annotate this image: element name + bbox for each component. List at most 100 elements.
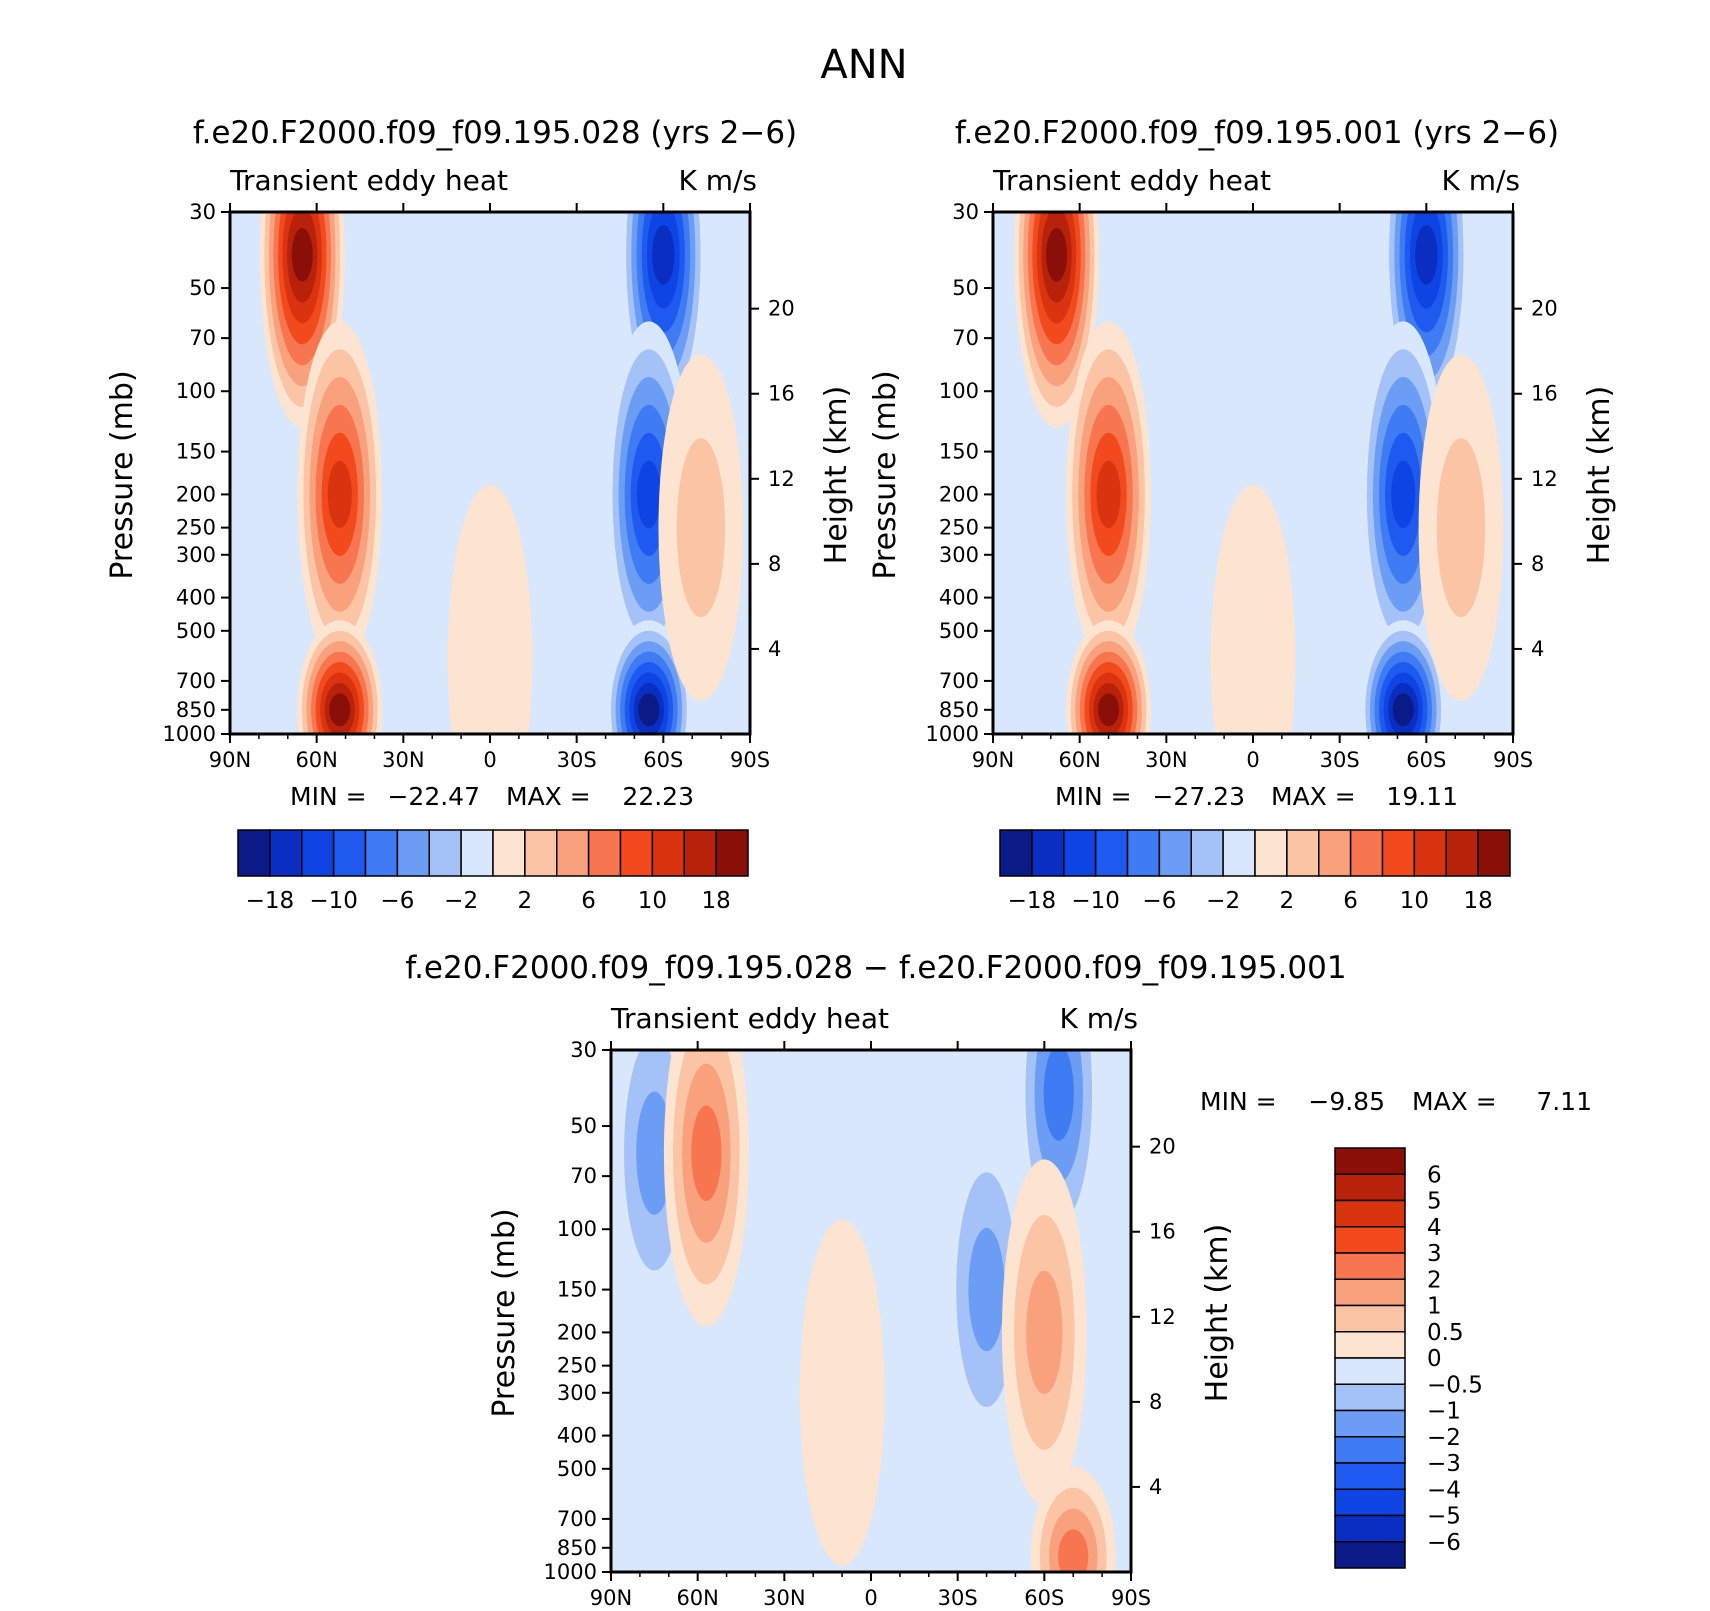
colorbar-box	[1334, 1331, 1406, 1359]
colorbar-tick-label: 6	[581, 888, 596, 914]
colorbar-box	[1334, 1173, 1406, 1202]
colorbar-box	[1063, 829, 1097, 877]
x-tick-label: 30N	[763, 1586, 805, 1610]
panel-2-right-label: K m/s	[1441, 164, 1520, 197]
panel-1-plot: 90N 60N 30N 0 30S 60S 90S 30 50 70 100 150 200 250 300…	[163, 200, 795, 772]
contour-band-7-0	[447, 484, 533, 734]
colorbar-box	[301, 829, 335, 877]
panel-3-title: f.e20.F2000.f09_f09.195.028 − f.e20.F200…	[405, 950, 1346, 986]
colorbar-box	[428, 829, 462, 877]
colorbar-box	[587, 829, 622, 877]
colorbar-box	[999, 829, 1033, 877]
colorbar-box	[1413, 829, 1447, 877]
y-tick-label: 100	[939, 379, 979, 403]
y-tick-label: 200	[176, 482, 216, 506]
panel-2-min-value: −27.23	[1152, 782, 1245, 811]
panel-2-max-label: MAX =	[1271, 782, 1356, 811]
y-tick-label: 100	[557, 1217, 597, 1241]
panel-1-max-label: MAX =	[506, 782, 591, 811]
colorbar-tick-label: −3	[1427, 1451, 1461, 1477]
colorbar-box	[1318, 829, 1352, 877]
y-tick-label: 1000	[544, 1560, 597, 1584]
height-tick-label: 16	[1149, 1220, 1176, 1244]
panel-3: f.e20.F2000.f09_f09.195.028 − f.e20.F200…	[405, 950, 1592, 1610]
y-tick-label: 30	[952, 200, 979, 224]
colorbar-box	[1334, 1304, 1406, 1333]
colorbar-tick-label: −2	[1427, 1425, 1461, 1451]
y-tick-label: 50	[189, 276, 216, 300]
colorbar-box	[1334, 1252, 1406, 1280]
x-tick-label: 60N	[295, 748, 337, 772]
x-tick-label: 90S	[1111, 1586, 1151, 1610]
colorbar-tick-label: 1	[1427, 1294, 1442, 1320]
x-tick-label: 60S	[1024, 1586, 1064, 1610]
panel-1: f.e20.F2000.f09_f09.195.028 (yrs 2−6) Tr…	[105, 115, 854, 914]
contour-band-6-0	[799, 1219, 885, 1566]
x-tick-label: 90N	[972, 748, 1014, 772]
panel-1-left-label: Transient eddy heat	[229, 164, 508, 197]
colorbar-box	[237, 829, 271, 877]
panel-3-pressure-label: Pressure (mb)	[487, 1208, 522, 1417]
colorbar-box	[269, 829, 303, 877]
x-tick-label: 30N	[382, 748, 424, 772]
x-tick-label: 30S	[938, 1586, 978, 1610]
colorbar-tick-label: 2	[1280, 888, 1295, 914]
colorbar-box	[364, 829, 399, 877]
y-tick-label: 70	[570, 1164, 597, 1188]
y-tick-label: 200	[557, 1320, 597, 1344]
x-tick-label: 90S	[1493, 748, 1533, 772]
y-tick-label: 400	[176, 586, 216, 610]
panel-1-min-label: MIN =	[290, 782, 367, 811]
colorbar-box	[1334, 1383, 1406, 1412]
colorbar-tick-label: 3	[1427, 1241, 1442, 1267]
y-tick-label: 30	[189, 200, 216, 224]
colorbar-box	[1222, 829, 1256, 877]
contour-band-5-3	[1058, 1529, 1089, 1572]
panel-3-left-label: Transient eddy heat	[610, 1002, 889, 1035]
y-tick-label: 250	[176, 516, 216, 540]
y-tick-label: 500	[939, 619, 979, 643]
contour-band-3-2	[968, 1227, 1005, 1352]
contour-band-2-3	[1043, 1050, 1074, 1141]
panel-3-right-label: K m/s	[1059, 1002, 1138, 1035]
x-tick-label: 60S	[643, 748, 683, 772]
y-tick-label: 200	[939, 482, 979, 506]
colorbar-tick-label: −5	[1427, 1504, 1461, 1530]
y-tick-label: 400	[939, 586, 979, 610]
x-tick-label: 30N	[1145, 748, 1187, 772]
colorbar-tick-label: −4	[1427, 1477, 1461, 1503]
panel-3-max-label: MAX =	[1412, 1087, 1497, 1116]
height-tick-label: 16	[768, 382, 795, 406]
contour-band-1-5	[1096, 460, 1121, 529]
panel-2-left-label: Transient eddy heat	[992, 164, 1271, 197]
x-tick-label: 0	[864, 1586, 877, 1610]
colorbar-box	[1334, 1462, 1406, 1490]
x-tick-label: 0	[1246, 748, 1259, 772]
contour-band-4-2	[1026, 1270, 1063, 1395]
contour-band-6-1	[1436, 438, 1486, 618]
panel-1-title: f.e20.F2000.f09_f09.195.028 (yrs 2−6)	[193, 115, 797, 151]
y-tick-label: 850	[557, 1536, 597, 1560]
contour-band-5-7	[1392, 693, 1414, 727]
colorbar-tick-label: −2	[444, 888, 478, 914]
colorbar-tick-label: −6	[1142, 888, 1176, 914]
panel-3-plot: 90N 60N 30N 0 30S 60S 90S 30 50 70 100 150 200 250 300…	[544, 1038, 1176, 1610]
colorbar-box	[651, 829, 685, 877]
y-tick-label: 1000	[926, 722, 979, 746]
y-tick-label: 300	[557, 1381, 597, 1405]
y-tick-label: 30	[570, 1038, 597, 1062]
colorbar-box	[1334, 1541, 1406, 1569]
colorbar-box	[1477, 829, 1511, 877]
contour-band-6-1	[676, 438, 726, 618]
panel-2: f.e20.F2000.f09_f09.195.001 (yrs 2−6) Tr…	[868, 115, 1617, 914]
colorbar-tick-label: 5	[1427, 1189, 1442, 1215]
height-tick-label: 16	[1531, 382, 1558, 406]
colorbar-box	[1334, 1488, 1406, 1517]
colorbar-box	[1190, 829, 1224, 877]
panel-2-height-label: Height (km)	[1582, 386, 1617, 565]
contour-band-4-5	[1391, 460, 1416, 529]
height-tick-label: 12	[1149, 1305, 1176, 1329]
colorbar-box	[1158, 829, 1192, 877]
colorbar-tick-label: 10	[1400, 888, 1429, 914]
colorbar-box	[460, 829, 494, 877]
